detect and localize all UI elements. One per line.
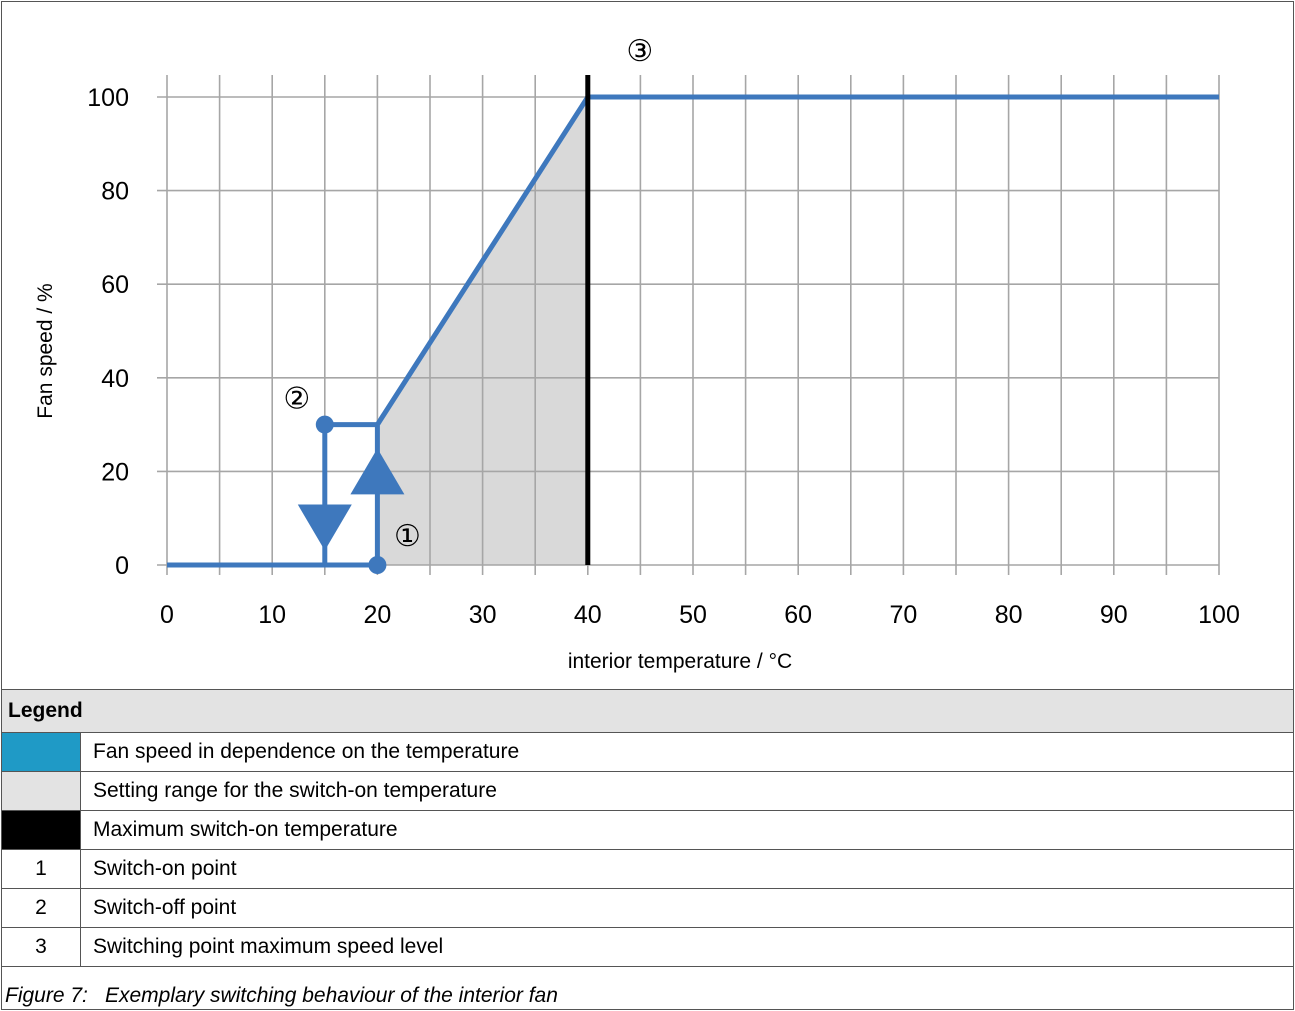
legend-key: 3 [1, 927, 81, 967]
legend-row: 3 Switching point maximum speed level [1, 927, 1294, 967]
x-tick-label: 60 [784, 601, 812, 629]
legend-row: Maximum switch-on temperature [1, 810, 1294, 850]
point-label-3: ③ [626, 34, 653, 69]
legend-table: Legend Fan speed in dependence on the te… [1, 689, 1294, 967]
legend-row: 1 Switch-on point [1, 849, 1294, 889]
x-tick-label: 90 [1100, 601, 1128, 629]
arrow-up-icon [350, 448, 405, 495]
figure-number: Figure 7: [5, 984, 88, 1007]
x-tick-label: 50 [679, 601, 707, 629]
legend-text: Maximum switch-on temperature [80, 810, 1294, 850]
legend-key [1, 771, 81, 811]
legend-text: Switching point maximum speed level [80, 927, 1294, 967]
fan-speed-chart: ① ② ③ 0 10 20 30 40 50 60 70 80 90 100 0 20 40 60 80 100 i… [34, 34, 1240, 673]
legend-header: Legend [1, 689, 1294, 733]
legend-text: Setting range for the switch-on temperat… [80, 771, 1294, 811]
legend-row: 2 Switch-off point [1, 888, 1294, 928]
point-label-1: ① [394, 519, 421, 554]
figure-caption: Figure 7: Exemplary switching behaviour o… [5, 984, 558, 1008]
x-tick-label: 70 [889, 601, 917, 629]
legend-text: Fan speed in dependence on the temperatu… [80, 732, 1294, 772]
y-tick-label: 40 [101, 365, 129, 393]
legend-key [1, 732, 81, 772]
y-tick-label: 20 [101, 458, 129, 486]
legend-key [1, 810, 81, 850]
y-tick-label: 60 [101, 271, 129, 299]
y-tick-label: 0 [115, 552, 129, 580]
x-tick-label: 20 [363, 601, 391, 629]
y-axis-label: Fan speed / % [34, 283, 57, 418]
legend-key: 2 [1, 888, 81, 928]
switch-point-marker [315, 415, 334, 434]
y-tick-label: 100 [87, 84, 129, 112]
switch-off-line [322, 422, 378, 565]
x-tick-label: 100 [1198, 601, 1240, 629]
legend-key: 1 [1, 849, 81, 889]
legend-row: Fan speed in dependence on the temperatu… [1, 732, 1294, 772]
legend-title: Legend [1, 689, 1294, 733]
switch-point-marker [368, 556, 387, 574]
legend-text: Switch-off point [80, 888, 1294, 928]
x-tick-label: 0 [160, 601, 174, 629]
x-tick-label: 80 [995, 601, 1023, 629]
y-tick-label: 80 [101, 178, 129, 206]
x-axis-label: interior temperature / °C [568, 650, 792, 673]
arrow-down-icon [297, 504, 352, 551]
x-tick-label: 30 [469, 601, 497, 629]
figure-caption-text: Exemplary switching behaviour of the int… [105, 984, 558, 1007]
legend-row: Setting range for the switch-on temperat… [1, 771, 1294, 811]
x-tick-label: 10 [258, 601, 286, 629]
point-label-2: ② [283, 382, 310, 417]
x-tick-label: 40 [574, 601, 602, 629]
legend-text: Switch-on point [80, 849, 1294, 889]
